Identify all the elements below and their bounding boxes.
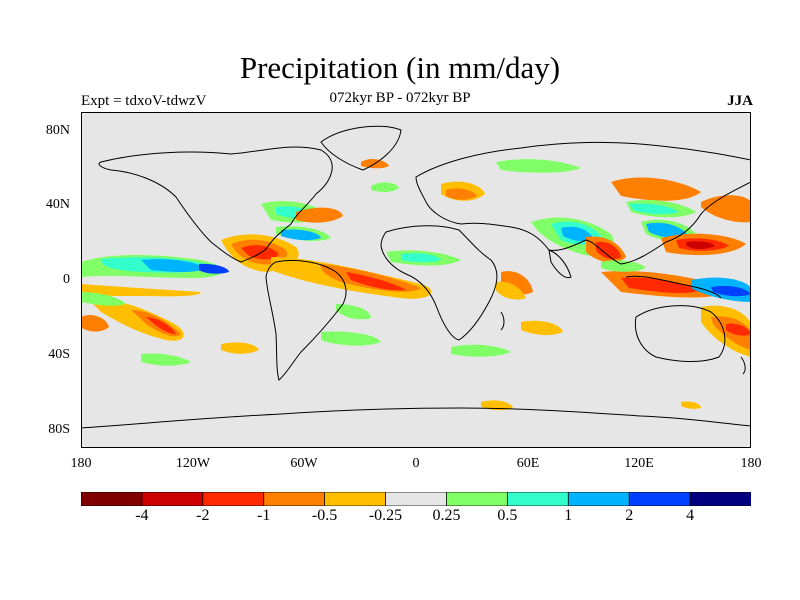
colorbar-tick-label: 4: [686, 507, 695, 524]
precipitation-map: [81, 112, 751, 448]
anomaly-region: [496, 159, 581, 173]
season-label: JJA: [727, 93, 753, 109]
coastline-africa: [380, 225, 498, 341]
lat-tick-label: 80S: [48, 422, 70, 437]
anomaly-region: [241, 245, 279, 260]
coastline-australia: [634, 305, 726, 363]
anomaly-region: [81, 292, 126, 306]
period-label: 072kyr BP - 072kyr BP: [329, 90, 471, 106]
anomaly-region: [521, 320, 563, 336]
map-title: Precipitation (in mm/day): [239, 50, 561, 85]
experiment-label: Expt = tdxoV-tdwzV: [81, 93, 207, 109]
anomaly-region: [401, 253, 441, 263]
coastline-north-america: [98, 146, 333, 263]
coastline-antarctica: [81, 407, 751, 429]
coastline-indonesia: [625, 275, 722, 299]
colorbar-swatch: [263, 492, 326, 506]
colorbar-tick-label: 2: [625, 507, 634, 524]
anomaly-region: [146, 317, 176, 334]
anomaly-region: [446, 188, 477, 200]
coastline-south-america: [265, 259, 347, 381]
anomaly-region: [346, 272, 406, 291]
colorbar-tick-label: -2: [196, 507, 210, 524]
colorbar-swatch: [81, 492, 143, 506]
colorbar: [81, 492, 751, 506]
anomaly-region: [141, 353, 191, 366]
anomaly-region: [81, 315, 109, 332]
coastline-greenland: [320, 125, 402, 171]
anomaly-region: [601, 260, 646, 272]
map-border: [81, 112, 751, 448]
anomaly-region: [646, 222, 687, 238]
lon-tick-label: 120E: [624, 456, 654, 471]
anomaly-region: [496, 281, 526, 300]
lon-tick-label: 0: [412, 456, 420, 471]
lon-tick-label: 60W: [290, 456, 318, 471]
lat-tick-label: 80N: [45, 123, 70, 138]
colorbar-swatch: [567, 492, 631, 506]
anomaly-region: [561, 226, 593, 242]
coastlines: [81, 125, 751, 429]
lat-tick-label: 0: [63, 272, 70, 287]
colorbar-swatch: [689, 492, 751, 506]
lat-tick-label: 40N: [45, 197, 70, 212]
colorbar-tick-label: 0.25: [432, 507, 461, 524]
anomaly-region: [621, 277, 701, 294]
anomaly-region: [596, 241, 621, 260]
colorbar-tick-label: 1: [564, 507, 573, 524]
coastline-india: [548, 249, 572, 279]
anomaly-region: [141, 259, 206, 272]
anomaly-region: [726, 323, 751, 336]
anomaly-region: [281, 229, 321, 241]
anomaly-region: [296, 207, 343, 223]
colorbar-tick-label: -0.25: [368, 507, 403, 524]
anomaly-region: [629, 203, 679, 215]
anomaly-region: [681, 401, 701, 409]
anomaly-region: [701, 195, 751, 223]
anomaly-region: [321, 331, 381, 346]
anomaly-region: [199, 263, 229, 274]
colorbar-tick-label: 0.5: [497, 507, 518, 524]
anomaly-region: [686, 241, 715, 249]
lon-tick-label: 180: [70, 456, 92, 471]
lon-tick-label: 60E: [516, 456, 540, 471]
anomaly-region: [336, 304, 371, 320]
colorbar-swatch: [141, 492, 204, 506]
colorbar-tick-label: -4: [135, 507, 149, 524]
anomaly-region: [611, 177, 701, 201]
coastline-eurasia: [415, 141, 751, 265]
colorbar-swatch: [628, 492, 691, 506]
coastline-madagascar: [500, 311, 505, 331]
colorbar-swatch: [385, 492, 448, 506]
colorbar-tick-label: -1: [257, 507, 271, 524]
lon-tick-label: 120W: [175, 456, 211, 471]
colorbar-swatch: [446, 492, 509, 506]
colorbar-swatch: [202, 492, 265, 506]
anomaly-region: [711, 285, 751, 297]
anomaly-region: [81, 284, 201, 297]
anomaly-region: [221, 342, 259, 354]
colorbar-swatch: [506, 492, 570, 506]
colorbar-swatch: [324, 492, 387, 506]
colorbar-tick-label: -0.5: [311, 507, 338, 524]
anomaly-region: [451, 344, 511, 357]
lat-tick-label: 40S: [48, 347, 70, 362]
lon-tick-label: 180: [740, 456, 762, 471]
anomaly-region: [481, 400, 513, 411]
coastline-new-zealand: [740, 356, 746, 375]
anomaly-region: [371, 182, 399, 192]
